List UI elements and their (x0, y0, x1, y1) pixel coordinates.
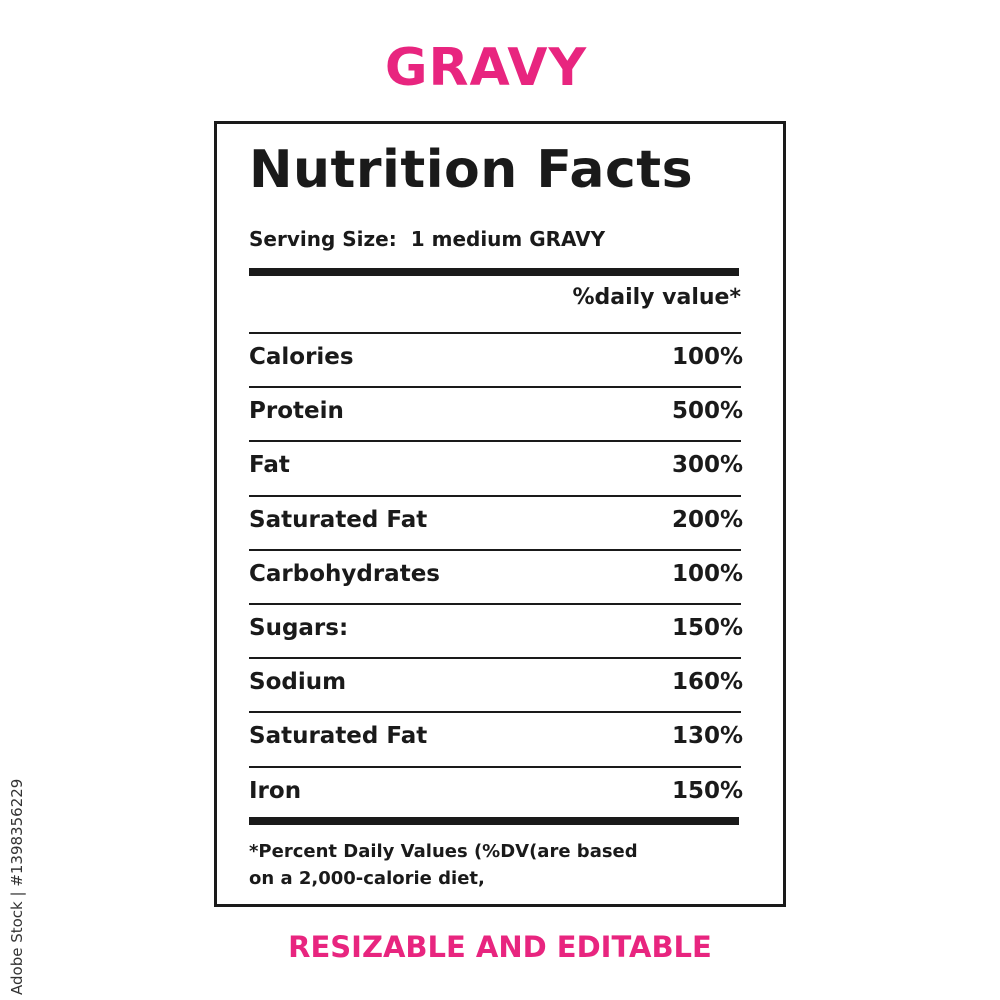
nutrient-row: Calories 100% (249, 332, 743, 384)
serving-size-label: Serving Size: (249, 227, 397, 251)
nutrient-daily-value: 300% (671, 452, 743, 479)
footnote-line: on a 2,000-calorie diet, (249, 868, 485, 889)
footnote-line: *Percent Daily Values (%DV(are based (249, 841, 638, 862)
stock-id-watermark: Adobe Stock | #1398356229 (8, 778, 26, 995)
nutrient-name: Sugars: (249, 615, 349, 641)
nutrient-row: Sodium 160% (249, 657, 743, 709)
thin-divider (249, 548, 741, 551)
thin-divider (249, 603, 741, 605)
nutrient-name: Saturated Fat (249, 723, 428, 750)
nutrient-name: Protein (249, 398, 344, 425)
thin-divider (249, 711, 741, 714)
thin-divider (249, 657, 741, 660)
resizable-editable-caption: RESIZABLE AND EDITABLE (288, 930, 712, 964)
nutrient-daily-value: 100% (671, 344, 743, 370)
nutrient-daily-value: 130% (671, 723, 743, 750)
nutrient-row: Protein 500% (249, 386, 743, 438)
nutrient-daily-value: 150% (671, 777, 743, 804)
thick-divider (249, 268, 739, 276)
thin-divider (249, 494, 741, 497)
nutrient-row: Saturated Fat 130% (249, 711, 743, 763)
nutrition-facts-label: Nutrition Facts Serving Size: 1 medium GR… (214, 121, 786, 907)
nutrient-row: Carbohydrates 100% (249, 549, 743, 601)
nutrient-row: Sugars: 150% (249, 603, 743, 655)
nutrient-name: Iron (249, 777, 302, 804)
nutrient-row: Saturated Fat 200% (249, 495, 743, 547)
nutrition-facts-heading: Nutrition Facts (249, 140, 694, 200)
serving-size: Serving Size: 1 medium GRAVY (249, 227, 605, 251)
daily-value-header: %daily value* (572, 285, 741, 310)
footnote: *Percent Daily Values (%DV(are based on … (249, 838, 709, 892)
nutrient-daily-value: 200% (671, 506, 743, 533)
nutrient-daily-value: 160% (671, 669, 743, 696)
nutrient-name: Fat (249, 452, 290, 479)
thick-divider (249, 817, 739, 825)
thin-divider (249, 332, 741, 334)
nutrient-row: Fat 300% (249, 440, 743, 492)
nutrient-name: Sodium (249, 669, 347, 696)
thin-divider (249, 440, 741, 443)
thin-divider (249, 386, 741, 389)
nutrient-daily-value: 100% (671, 560, 743, 587)
nutrient-row: Iron 150% (249, 766, 743, 818)
product-title: GRAVY (384, 38, 588, 98)
nutrient-name: Saturated Fat (249, 506, 428, 533)
nutrient-daily-value: 500% (671, 398, 743, 425)
serving-size-value: 1 medium GRAVY (410, 227, 606, 251)
nutrient-daily-value: 150% (671, 615, 743, 641)
nutrient-name: Calories (249, 344, 354, 370)
nutrient-name: Carbohydrates (249, 560, 440, 587)
thin-divider (249, 765, 741, 768)
